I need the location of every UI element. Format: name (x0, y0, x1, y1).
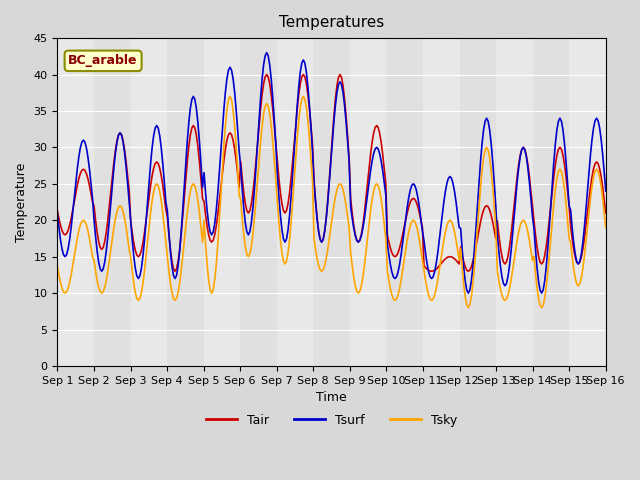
Tair (246, 208, 253, 214)
Bar (94, 38, 131, 366)
Tsurf (295, 84, 303, 89)
Tsky (226, 94, 234, 99)
Tsurf (575, 261, 582, 267)
Bar (204, 38, 240, 366)
Bar (460, 38, 496, 366)
Tsky (575, 283, 582, 288)
Bar (423, 38, 460, 366)
Text: BC_arable: BC_arable (68, 54, 138, 67)
Bar (58, 38, 94, 366)
Tsky (465, 305, 472, 311)
Title: Temperatures: Temperatures (279, 15, 384, 30)
Tsurf (121, 150, 129, 156)
Bar (240, 38, 276, 366)
Tair (575, 261, 582, 267)
Tsky (54, 263, 61, 269)
Legend: Tair, Tsurf, Tsky: Tair, Tsurf, Tsky (201, 409, 462, 432)
Tsky (121, 216, 129, 221)
X-axis label: Time: Time (316, 391, 347, 404)
Bar (496, 38, 532, 366)
Tair (171, 268, 179, 274)
Line: Tsky: Tsky (58, 96, 605, 308)
Tair (296, 81, 304, 87)
Tsurf (54, 211, 61, 216)
Tsurf (602, 188, 609, 194)
Tair (237, 159, 244, 165)
Bar (387, 38, 423, 366)
Bar (131, 38, 167, 366)
Tair (602, 210, 609, 216)
Tsky (246, 251, 253, 257)
Bar (350, 38, 387, 366)
Bar (569, 38, 605, 366)
Bar (167, 38, 204, 366)
Tair (54, 208, 61, 214)
Bar (314, 38, 350, 366)
Tsky (295, 118, 303, 124)
Tair (218, 170, 226, 176)
Tair (121, 147, 129, 153)
Tsurf (236, 148, 243, 154)
Tsurf (217, 148, 225, 154)
Y-axis label: Temperature: Temperature (15, 162, 28, 242)
Tsurf (244, 232, 252, 238)
Tsky (237, 197, 244, 203)
Tsky (602, 225, 609, 230)
Bar (532, 38, 569, 366)
Line: Tsurf: Tsurf (58, 53, 605, 293)
Tsky (217, 192, 225, 198)
Tsurf (465, 290, 472, 296)
Tsurf (263, 50, 271, 56)
Tair (263, 72, 271, 77)
Bar (276, 38, 314, 366)
Line: Tair: Tair (58, 74, 605, 271)
